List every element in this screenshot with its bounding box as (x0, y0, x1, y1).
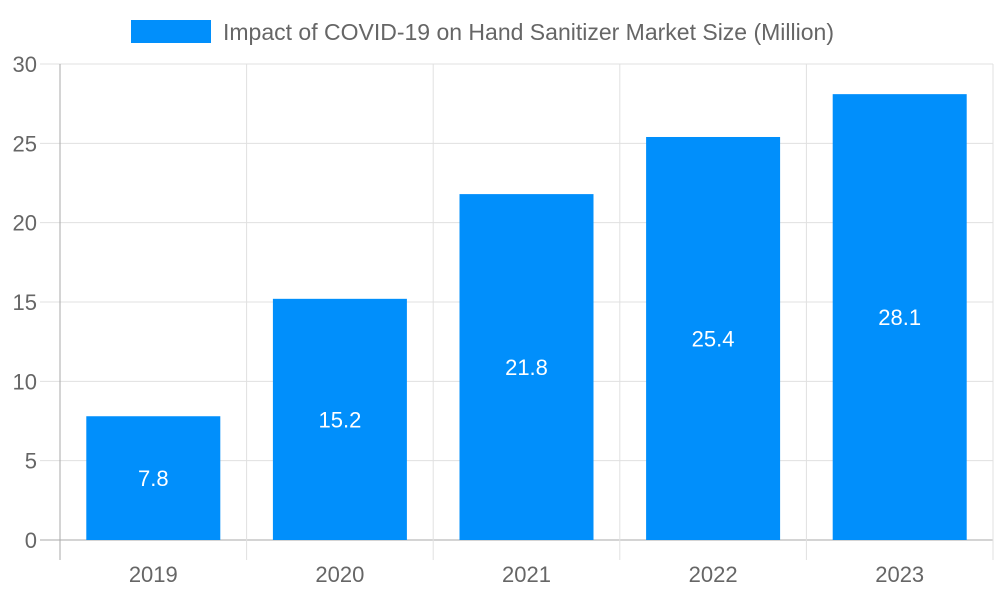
bar (832, 94, 967, 540)
legend-swatch (131, 20, 211, 43)
y-tick-label: 25 (13, 131, 37, 156)
bar (272, 298, 407, 540)
x-tick-label: 2023 (875, 562, 924, 587)
x-tick-label: 2020 (315, 562, 364, 587)
x-axis-ticks: 2019 2020 2021 2022 2023 (129, 562, 924, 587)
x-tick-label: 2019 (129, 562, 178, 587)
data-label: 7.8 (138, 466, 169, 491)
data-label: 25.4 (692, 326, 735, 351)
bars: 7.8 15.2 21.8 25.4 28.1 (86, 94, 967, 540)
y-tick-label: 20 (13, 211, 37, 236)
y-tick-label: 0 (25, 528, 37, 553)
bar (86, 416, 221, 540)
y-axis-ticks: 0 5 10 15 20 25 30 (13, 52, 37, 553)
x-tick-label: 2021 (502, 562, 551, 587)
data-label: 28.1 (878, 305, 921, 330)
y-tick-label: 5 (25, 449, 37, 474)
data-label: 21.8 (505, 355, 548, 380)
x-tick-label: 2022 (689, 562, 738, 587)
data-label: 15.2 (318, 407, 361, 432)
y-tick-label: 30 (13, 52, 37, 77)
bar (646, 136, 781, 540)
legend[interactable]: Impact of COVID-19 on Hand Sanitizer Mar… (131, 19, 834, 45)
legend-label: Impact of COVID-19 on Hand Sanitizer Mar… (223, 19, 834, 45)
y-tick-label: 10 (13, 369, 37, 394)
y-tick-label: 15 (13, 290, 37, 315)
bar (459, 194, 594, 540)
